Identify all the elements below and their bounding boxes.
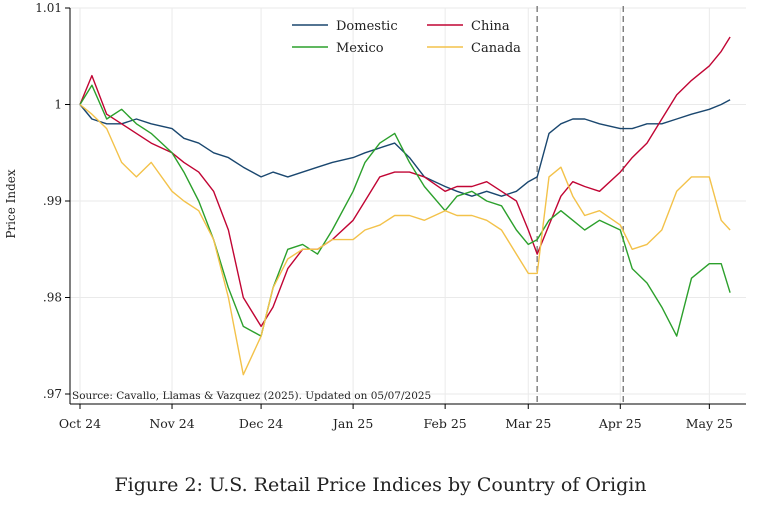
series-line-china <box>79 36 731 328</box>
line-chart: .97 .98 .99 1 1.01 Oct 24 Nov 24 Dec 24 Jan 25 Fe… <box>4 1 746 431</box>
y-tick-label: .97 <box>43 387 62 401</box>
series-line-domestic <box>79 99 731 197</box>
gridlines <box>70 7 746 404</box>
legend-label-canada: Canada <box>471 41 521 56</box>
x-tick-label: Apr 25 <box>598 416 642 431</box>
source-annotation: Source: Cavallo, Llamas & Vazquez (2025)… <box>72 390 431 402</box>
series-lines <box>79 36 731 376</box>
y-tick-label: .98 <box>43 291 62 305</box>
x-tick-label: Dec 24 <box>239 416 283 431</box>
series-line-mexico <box>79 84 731 337</box>
legend-label-mexico: Mexico <box>336 41 384 56</box>
legend-label-domestic: Domestic <box>336 19 398 34</box>
x-tick-label: Oct 24 <box>59 416 101 431</box>
axes: .97 .98 .99 1 1.01 Oct 24 Nov 24 Dec 24 Jan 25 Fe… <box>35 1 746 431</box>
x-tick-label: Jan 25 <box>331 416 373 431</box>
series-line-canada <box>79 103 731 376</box>
x-tick-label: May 25 <box>686 416 733 431</box>
x-tick-label: Mar 25 <box>505 416 551 431</box>
x-tick-label: Nov 24 <box>149 416 194 431</box>
y-axis-label: Price Index <box>4 169 18 239</box>
y-tick-label: 1.01 <box>35 1 62 15</box>
policy-date-lines <box>536 6 624 404</box>
figure-caption: Figure 2: U.S. Retail Price Indices by C… <box>114 474 647 496</box>
y-tick-label: .99 <box>43 194 62 208</box>
y-tick-label: 1 <box>54 98 62 112</box>
x-tick-label: Feb 25 <box>423 416 466 431</box>
legend-label-china: China <box>471 19 510 34</box>
legend: Domestic China Mexico Canada <box>292 19 521 56</box>
